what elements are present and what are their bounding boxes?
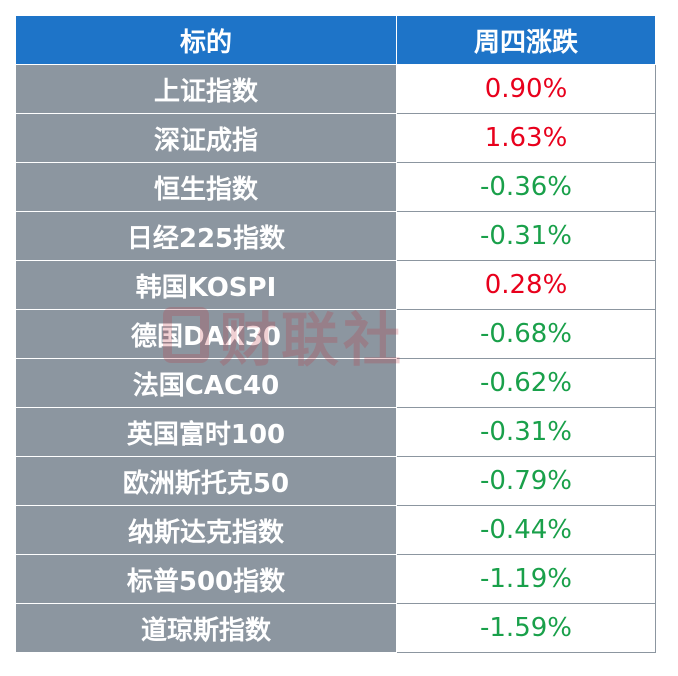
- index-name: 标普500指数: [15, 554, 397, 604]
- index-change: 1.63%: [396, 113, 656, 163]
- table-row: 法国CAC40 -0.62%: [15, 358, 656, 408]
- table-row: 标普500指数 -1.19%: [15, 554, 656, 604]
- index-change: -1.19%: [396, 554, 656, 604]
- index-change: -0.62%: [396, 358, 656, 408]
- table-row: 上证指数 0.90%: [15, 64, 656, 114]
- index-name: 深证成指: [15, 113, 397, 163]
- index-name: 韩国KOSPI: [15, 260, 397, 310]
- index-change: -0.68%: [396, 309, 656, 359]
- table-row: 恒生指数 -0.36%: [15, 162, 656, 212]
- index-name: 道琼斯指数: [15, 603, 397, 653]
- index-name: 法国CAC40: [15, 358, 397, 408]
- index-name: 恒生指数: [15, 162, 397, 212]
- index-change: -0.31%: [396, 211, 656, 261]
- index-change-table: 标的 周四涨跌 上证指数 0.90% 深证成指 1.63% 恒生指数 -0.36% 日经22…: [15, 15, 656, 653]
- index-change: -0.79%: [396, 456, 656, 506]
- index-change: 0.28%: [396, 260, 656, 310]
- table-body: 上证指数 0.90% 深证成指 1.63% 恒生指数 -0.36% 日经225指数 -0.31…: [15, 64, 656, 653]
- index-change: -0.31%: [396, 407, 656, 457]
- table-row: 德国DAX30 -0.68%: [15, 309, 656, 359]
- index-name: 英国富时100: [15, 407, 397, 457]
- table-row: 英国富时100 -0.31%: [15, 407, 656, 457]
- index-change: -0.36%: [396, 162, 656, 212]
- index-change: -1.59%: [396, 603, 656, 653]
- table-row: 欧洲斯托克50 -0.79%: [15, 456, 656, 506]
- index-name: 纳斯达克指数: [15, 505, 397, 555]
- table-row: 日经225指数 -0.31%: [15, 211, 656, 261]
- table-row: 韩国KOSPI 0.28%: [15, 260, 656, 310]
- table-row: 深证成指 1.63%: [15, 113, 656, 163]
- header-name: 标的: [15, 15, 397, 65]
- index-name: 德国DAX30: [15, 309, 397, 359]
- index-name: 欧洲斯托克50: [15, 456, 397, 506]
- index-change: -0.44%: [396, 505, 656, 555]
- index-name: 上证指数: [15, 64, 397, 114]
- index-name: 日经225指数: [15, 211, 397, 261]
- header-change: 周四涨跌: [396, 15, 656, 65]
- index-change: 0.90%: [396, 64, 656, 114]
- table-header-row: 标的 周四涨跌: [15, 15, 656, 65]
- table-row: 道琼斯指数 -1.59%: [15, 603, 656, 653]
- table-row: 纳斯达克指数 -0.44%: [15, 505, 656, 555]
